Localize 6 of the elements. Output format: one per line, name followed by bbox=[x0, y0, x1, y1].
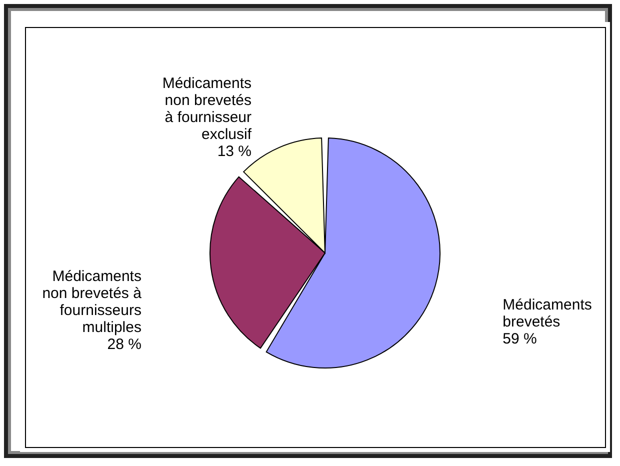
slice-label: Médicaments non brevetés à fournisseurs multiples bbox=[42, 268, 142, 336]
slice-label: Médicaments brevetés bbox=[502, 296, 592, 331]
slice-label: Médicaments non brevetés à fournisseur exclusif bbox=[162, 75, 252, 144]
data-label: 59 % bbox=[502, 330, 537, 348]
data-label: 13 % bbox=[217, 143, 252, 160]
data-label: 28 % bbox=[107, 336, 142, 354]
